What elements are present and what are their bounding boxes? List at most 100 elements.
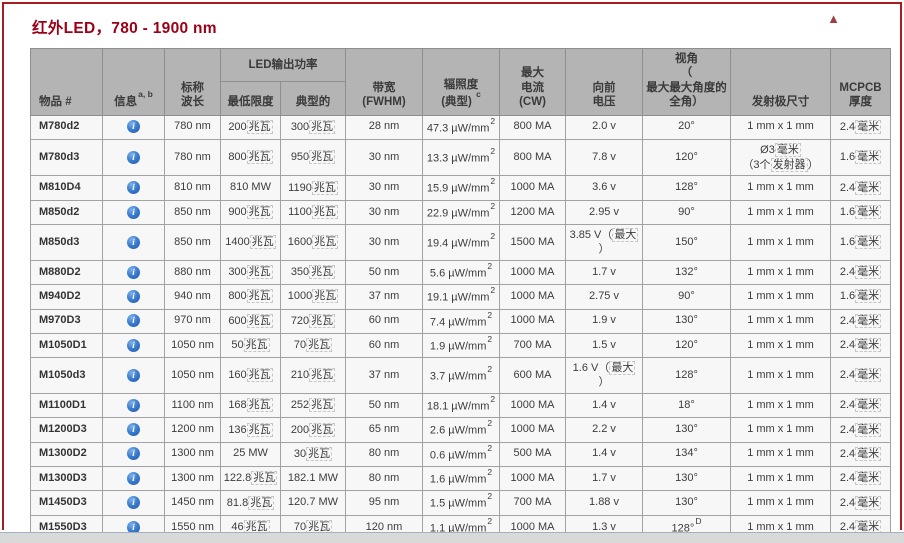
- info-icon[interactable]: i: [127, 289, 140, 303]
- info-icon[interactable]: i: [127, 338, 140, 352]
- info-cell: i: [102, 114, 165, 140]
- info-cell: i: [102, 392, 165, 419]
- emitter-size-cell: 1 mm x 1 mm: [730, 259, 831, 286]
- info-icon[interactable]: i: [127, 120, 140, 134]
- item-number-cell: M1100D1: [30, 392, 103, 419]
- info-icon[interactable]: i: [127, 265, 140, 279]
- min-power-cell: 136 兆瓦: [220, 417, 281, 443]
- header-typical-power: 典型的: [280, 81, 346, 116]
- min-power-cell: 1400 兆瓦: [220, 224, 281, 261]
- max-current-cell: 1000 MA: [499, 308, 566, 334]
- bandwidth-cell: 95 nm: [345, 490, 423, 516]
- header-mcpcb-thickness: MCPCB 厚度: [830, 48, 891, 116]
- bandwidth-cell: 50 nm: [345, 392, 423, 419]
- table-row: M780d2 i 780 nm 200 兆瓦 300 兆瓦 28 nm 47.3 µW/mm2 8…: [30, 114, 891, 140]
- info-icon[interactable]: i: [127, 447, 140, 461]
- emitter-size-cell: Ø3 毫米 （3个 发射器）: [730, 138, 831, 177]
- min-power-cell: 800 兆瓦: [220, 284, 281, 310]
- info-icon[interactable]: i: [127, 235, 140, 249]
- info-cell: i: [102, 284, 165, 310]
- irradiance-cell: 2.6 µW/mm2: [422, 417, 500, 443]
- item-number-cell: M1050D1: [30, 332, 103, 359]
- irradiance-cell: 3.7 µW/mm2: [422, 357, 500, 394]
- wavelength-cell: 1050 nm: [164, 357, 221, 394]
- forward-voltage-cell: 1.4 v: [565, 392, 643, 419]
- wavelength-cell: 1300 nm: [164, 466, 221, 492]
- info-icon[interactable]: i: [127, 520, 140, 534]
- emitter-size-cell: 1 mm x 1 mm: [730, 308, 831, 334]
- bandwidth-cell: 80 nm: [345, 441, 423, 468]
- info-cell: i: [102, 490, 165, 516]
- bandwidth-cell: 65 nm: [345, 417, 423, 443]
- mcpcb-thickness-cell: 1.6 毫米: [830, 224, 891, 261]
- min-power-cell: 900 兆瓦: [220, 199, 281, 226]
- info-icon[interactable]: i: [127, 496, 140, 510]
- viewing-angle-cell: 130°: [642, 466, 731, 492]
- info-icon[interactable]: i: [127, 368, 140, 382]
- table-row: M940D2 i 940 nm 800 兆瓦 1000 兆瓦 37 nm 19.1 µW/mm2…: [30, 284, 891, 310]
- info-icon[interactable]: i: [127, 205, 140, 219]
- bottom-scroll-area[interactable]: [0, 532, 904, 543]
- info-icon[interactable]: i: [127, 150, 140, 164]
- max-current-cell: 800 MA: [499, 114, 566, 140]
- irradiance-cell: 19.4 µW/mm2: [422, 224, 500, 261]
- max-current-cell: 1200 MA: [499, 199, 566, 226]
- table-row: M970D3 i 970 nm 600 兆瓦 720 兆瓦 60 nm 7.4 µW/mm2 10…: [30, 308, 891, 334]
- info-icon[interactable]: i: [127, 423, 140, 437]
- item-number-cell: M880D2: [30, 259, 103, 286]
- max-current-cell: 1000 MA: [499, 392, 566, 419]
- typical-power-cell: 950 兆瓦: [280, 138, 346, 177]
- info-cell: i: [102, 224, 165, 261]
- emitter-size-cell: 1 mm x 1 mm: [730, 357, 831, 394]
- max-current-cell: 1000 MA: [499, 259, 566, 286]
- max-current-cell: 1000 MA: [499, 175, 566, 201]
- bandwidth-cell: 80 nm: [345, 466, 423, 492]
- info-icon[interactable]: i: [127, 314, 140, 328]
- table-body: M780d2 i 780 nm 200 兆瓦 300 兆瓦 28 nm 47.3 µW/mm2 8…: [30, 114, 891, 543]
- typical-power-cell: 1100 兆瓦: [280, 199, 346, 226]
- viewing-angle-cell: 128°: [642, 175, 731, 201]
- back-to-top-icon[interactable]: ▲: [827, 11, 840, 26]
- table-row: M1050d3 i 1050 nm 160 兆瓦 210 兆瓦 37 nm 3.7 µW/mm2…: [30, 357, 891, 394]
- info-icon[interactable]: i: [127, 181, 140, 195]
- irradiance-cell: 1.6 µW/mm2: [422, 466, 500, 492]
- info-icon[interactable]: i: [127, 471, 140, 485]
- forward-voltage-cell: 1.9 v: [565, 308, 643, 334]
- table-row: M780d3 i 780 nm 800 兆瓦 950 兆瓦 30 nm 13.3 µW/mm2 8…: [30, 138, 891, 177]
- wavelength-cell: 880 nm: [164, 259, 221, 286]
- table-row: M1100D1 i 1100 nm 168 兆瓦 252 兆瓦 50 nm 18.1 µW/mm…: [30, 392, 891, 419]
- info-cell: i: [102, 357, 165, 394]
- info-icon[interactable]: i: [127, 398, 140, 412]
- emitter-size-cell: 1 mm x 1 mm: [730, 417, 831, 443]
- irradiance-cell: 7.4 µW/mm2: [422, 308, 500, 334]
- wavelength-cell: 1050 nm: [164, 332, 221, 359]
- item-number-cell: M940D2: [30, 284, 103, 310]
- forward-voltage-cell: 2.75 v: [565, 284, 643, 310]
- viewing-angle-cell: 130°: [642, 308, 731, 334]
- led-spec-table: 物品 # 信息a, b 标称 波长 LED输出功率 带宽 (FWHM) 辐照度 (典型…: [30, 48, 891, 543]
- header-nominal-wavelength: 标称 波长: [164, 48, 221, 116]
- typical-power-cell: 720 兆瓦: [280, 308, 346, 334]
- info-cell: i: [102, 259, 165, 286]
- mcpcb-thickness-cell: 1.6 毫米: [830, 199, 891, 226]
- forward-voltage-cell: 2.2 v: [565, 417, 643, 443]
- header-irradiance: 辐照度 (典型) c: [422, 48, 500, 116]
- forward-voltage-cell: 3.6 v: [565, 175, 643, 201]
- wavelength-cell: 850 nm: [164, 224, 221, 261]
- emitter-size-cell: 1 mm x 1 mm: [730, 284, 831, 310]
- bandwidth-cell: 30 nm: [345, 224, 423, 261]
- typical-power-cell: 120.7 MW: [280, 490, 346, 516]
- min-power-cell: 810 MW: [220, 175, 281, 201]
- typical-power-cell: 30 兆瓦: [280, 441, 346, 468]
- bandwidth-cell: 60 nm: [345, 332, 423, 359]
- min-power-cell: 600 兆瓦: [220, 308, 281, 334]
- emitter-size-cell: 1 mm x 1 mm: [730, 199, 831, 226]
- mcpcb-thickness-cell: 1.6 毫米: [830, 284, 891, 310]
- table-row: M1450D3 i 1450 nm 81.8 兆瓦 120.7 MW 95 nm 1.5 µW…: [30, 490, 891, 516]
- wavelength-cell: 1300 nm: [164, 441, 221, 468]
- header-item-number: 物品 #: [30, 48, 103, 116]
